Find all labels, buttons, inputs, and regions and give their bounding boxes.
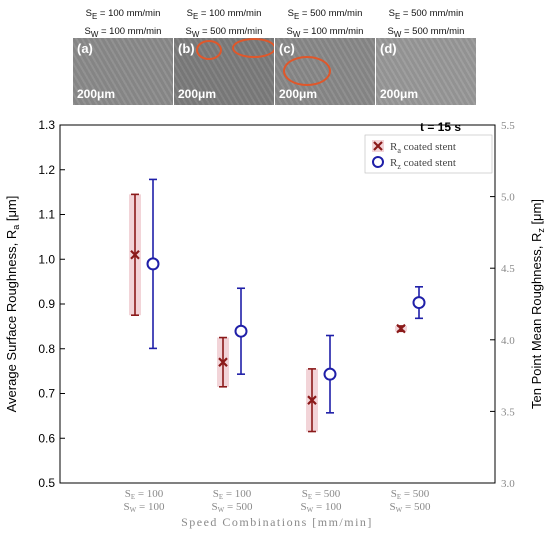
x-category-label-4: SE = 500 [391, 488, 430, 501]
legend-ra-x-icon [373, 141, 383, 151]
x-category-labels: SE = 100 SW = 100 SE = 100 SW = 500 SE =… [124, 488, 431, 514]
y-right-axis-title: Ten Point Mean Roughness, Rz [μm] [529, 199, 546, 409]
panel-d-speed-label: SE = 500 mm/min SW = 500 mm/min [387, 8, 465, 39]
micrograph-a-letter: (a) [77, 41, 93, 56]
micrograph-b-scale-label: 200μm [178, 87, 217, 101]
legend-rz-label: Rz coated stent [390, 157, 456, 171]
panel-b-speed-label: SE = 100 mm/min SW = 500 mm/min [185, 8, 263, 39]
ra-data-point [307, 395, 317, 405]
ra-data-point [396, 323, 406, 334]
micrograph-c-scale-label: 200μm [279, 87, 318, 101]
micrograph-a-scale-label: 200μm [77, 87, 116, 101]
y-left-axis-title: Average Surface Roughness, Ra [μm] [4, 196, 21, 413]
y-left-tick-label: 0.9 [38, 297, 55, 311]
micrograph-c-letter: (c) [279, 41, 295, 56]
rz-data-point [146, 257, 160, 271]
plot-frame [59, 124, 496, 484]
rz-data-point [234, 324, 248, 338]
x-category-label-2b: SW = 500 [212, 501, 253, 514]
micrograph-b-letter: (b) [178, 41, 195, 56]
defect-circle [196, 40, 222, 60]
y-left-tick-label: 1.3 [38, 118, 55, 132]
y-left-tick-label: 0.7 [38, 387, 55, 401]
micrograph-d-letter: (d) [380, 41, 397, 56]
y-right-tick-label: 5.5 [501, 120, 515, 132]
micrograph-b: (b) 200μm [174, 38, 274, 105]
legend-rz-o-icon [372, 156, 384, 168]
x-category-label-3b: SW = 100 [301, 501, 342, 514]
y-left-tick-label: 0.5 [38, 476, 55, 490]
x-category-label-3: SE = 500 [302, 488, 341, 501]
defect-circle [232, 38, 274, 58]
y-left-tick-label: 1.2 [38, 163, 55, 177]
ra-data-point [130, 249, 140, 260]
y-right-tick-label: 4.0 [501, 335, 515, 347]
micrograph-a: (a) 200μm [73, 38, 173, 105]
x-category-label-4b: SW = 500 [390, 501, 431, 514]
micrograph-d-scale-label: 200μm [380, 87, 419, 101]
legend-box [364, 134, 493, 174]
x-category-label-2: SE = 100 [213, 488, 252, 501]
rz-data-point [412, 296, 426, 310]
y-right-tick-label: 5.0 [501, 192, 515, 204]
x-axis-title: Speed Combinations [mm/min] [181, 515, 373, 529]
y-left-tick-label: 1.1 [38, 208, 55, 222]
panel-a-speed-label: SE = 100 mm/min SW = 100 mm/min [84, 8, 162, 39]
micrograph-c: (c) 200μm [275, 38, 375, 105]
y-left-tick-label: 0.6 [38, 431, 55, 445]
legend-ra-label: Ra coated stent [390, 141, 456, 155]
rz-data-point [323, 367, 337, 381]
y-left-tick-label: 0.8 [38, 342, 55, 356]
left-axis-ticks: 0.5 0.6 0.7 0.8 0.9 1.0 1.1 1.2 1.3 [38, 118, 65, 490]
x-category-label-1: SE = 100 [125, 488, 164, 501]
legend: Ra coated stent Rz coated stent [364, 134, 493, 174]
ra-data-point [218, 357, 228, 367]
time-annotation: t = 15 s [420, 120, 461, 134]
defect-circle [283, 56, 331, 86]
x-category-label-1b: SW = 100 [124, 501, 165, 514]
right-axis-ticks: 3.0 3.5 4.0 4.5 5.0 5.5 [490, 120, 515, 490]
y-right-tick-label: 4.5 [501, 263, 515, 275]
panel-c-speed-label: SE = 500 mm/min SW = 100 mm/min [286, 8, 364, 39]
y-right-tick-label: 3.5 [501, 406, 515, 418]
y-left-tick-label: 1.0 [38, 252, 55, 266]
y-right-tick-label: 3.0 [501, 478, 515, 490]
data-marks [129, 178, 426, 433]
micrograph-d: (d) 200μm [376, 38, 476, 105]
